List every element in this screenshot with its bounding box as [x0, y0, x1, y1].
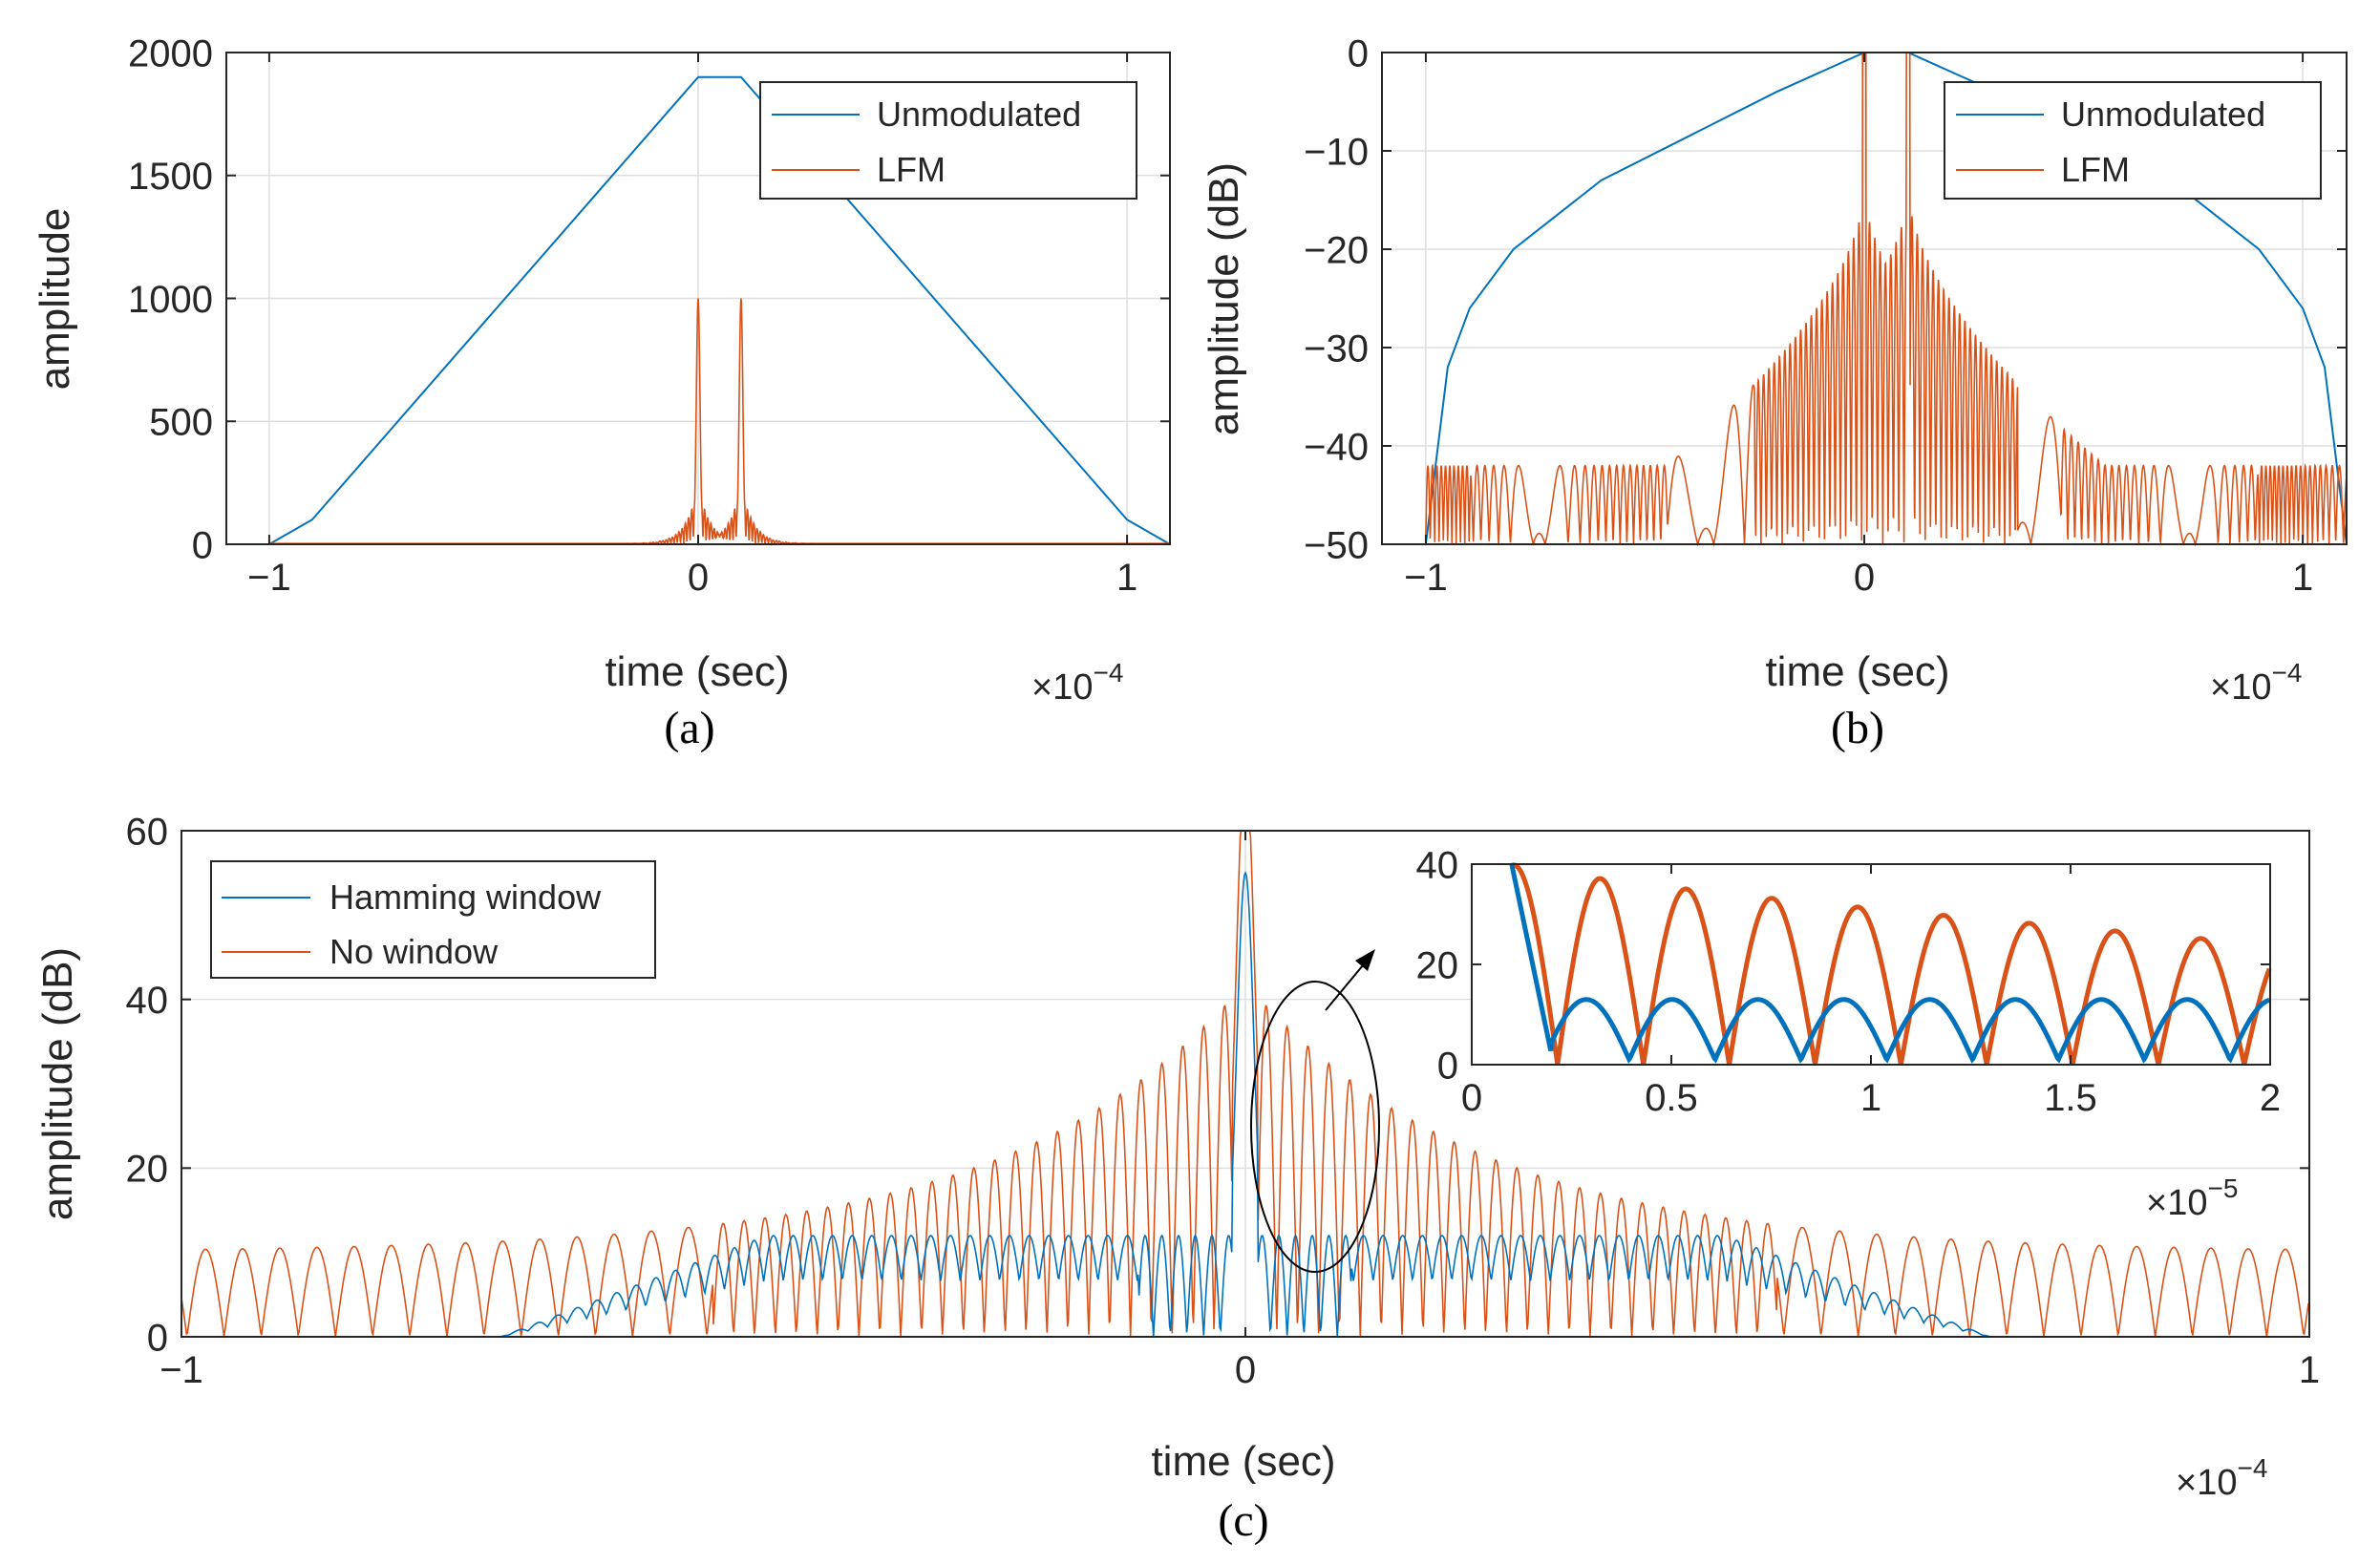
- b-y-tick-label: −50: [1304, 524, 1369, 566]
- b-y-tick-label: −20: [1304, 229, 1369, 271]
- panel-b-x-axis-label: time (sec): [1765, 648, 1949, 695]
- panel-b: −1 0 1−50−40−30−20−100 Unmodulated LFM tim…: [1201, 32, 2348, 753]
- panel-a-legend: Unmodulated LFM: [759, 81, 1137, 200]
- c-x-tick-label: 1: [2299, 1349, 2320, 1391]
- c-x-tick-label: −1: [159, 1349, 203, 1391]
- c-y-tick-label: 20: [126, 1149, 169, 1191]
- c-y-tick-label: 40: [126, 980, 169, 1022]
- a-y-tick-label: 2000: [128, 32, 213, 74]
- panel-c-x-exponent: ×10−4: [2176, 1453, 2267, 1503]
- panel-a-caption: (a): [664, 703, 714, 753]
- b-y-tick-label: 0: [1348, 32, 1369, 74]
- zoom-arrow-shaft: [1325, 959, 1369, 1011]
- panel-a-y-axis-label: amplitude: [32, 208, 78, 391]
- b-x-tick-label: −1: [1404, 557, 1448, 599]
- a-y-tick-label: 1000: [128, 279, 213, 321]
- i-x-tick-label: 2: [2260, 1077, 2281, 1119]
- panel-b-ticks: −1 0 1−50−40−30−20−100: [1304, 32, 2347, 599]
- panel-b-y-axis-label: amplitude (dB): [1201, 162, 1247, 435]
- panel-a-x-axis-label: time (sec): [605, 648, 789, 695]
- i-y-tick-label: 40: [1416, 844, 1459, 886]
- c-x-tick-label: 0: [1235, 1349, 1256, 1391]
- a-y-tick-label: 1500: [128, 156, 213, 198]
- b-y-tick-label: −40: [1304, 426, 1369, 468]
- i-y-tick-label: 20: [1416, 944, 1459, 986]
- panel-a-ticks: −1 0 1 0 500 1000 1500 2000: [128, 32, 1170, 599]
- c-y-tick-label: 60: [126, 811, 169, 853]
- panel-a-x-exponent: ×10−4: [1031, 658, 1123, 708]
- panel-b-caption: (b): [1831, 703, 1884, 753]
- panel-b-legend: Unmodulated LFM: [1944, 81, 2322, 200]
- b-x-tick-label: 1: [2292, 557, 2313, 599]
- zoom-region-ellipse: [1250, 981, 1380, 1273]
- i-x-tick-label: 1.5: [2044, 1077, 2097, 1119]
- i-x-tick-label: 0.5: [1645, 1077, 1698, 1119]
- panel-c-x-axis-label: time (sec): [1151, 1438, 1335, 1485]
- panel-b-legend-box: [1944, 81, 2322, 200]
- panel-c-legend-label-nowindow: No window: [329, 932, 499, 971]
- b-x-tick-label: 0: [1854, 557, 1875, 599]
- panel-b-x-exponent: ×10−4: [2210, 658, 2302, 708]
- inset-plot-area: [1509, 862, 2272, 1066]
- panel-c-legend-box: [210, 860, 656, 979]
- a-x-tick-label: 1: [1116, 557, 1137, 599]
- a-y-tick-label: 0: [192, 524, 213, 566]
- panel-c-y-axis-label: amplitude (dB): [34, 947, 81, 1220]
- panel-c-caption: (c): [1218, 1495, 1268, 1546]
- panel-c-series-hamming: [499, 871, 1990, 1338]
- panel-a-legend-label-unmodulated: Unmodulated: [877, 95, 1081, 134]
- b-y-tick-label: −30: [1304, 328, 1369, 370]
- i-y-tick-label: 0: [1437, 1045, 1458, 1087]
- c-y-tick-label: 0: [147, 1317, 168, 1359]
- inset-x-exponent: ×10−5: [2146, 1174, 2238, 1223]
- inset-series-no-window: [1511, 862, 2272, 1066]
- a-x-tick-label: 0: [688, 557, 709, 599]
- panel-a-legend-label-lfm: LFM: [877, 150, 946, 189]
- zoom-arrow-head: [1355, 949, 1375, 971]
- panel-b-legend-label-unmodulated: Unmodulated: [2061, 95, 2265, 134]
- panel-a-legend-box: [759, 81, 1137, 200]
- panel-c-legend: Hamming window No window: [210, 860, 656, 979]
- panel-c-legend-label-hamming: Hamming window: [329, 878, 602, 917]
- panel-b-series-lfm: [1425, 52, 2348, 547]
- b-y-tick-label: −10: [1304, 131, 1369, 173]
- inset-series-hamming: [1509, 863, 2270, 1064]
- i-x-tick-label: 0: [1461, 1077, 1482, 1119]
- a-x-tick-label: −1: [247, 557, 291, 599]
- a-y-tick-label: 500: [149, 402, 213, 444]
- i-x-tick-label: 1: [1860, 1077, 1881, 1119]
- panel-a: −1 0 1 0 500 1000 1500 2000 Unmodulated LFM tim…: [32, 32, 1171, 753]
- panel-b-legend-label-lfm: LFM: [2061, 150, 2130, 189]
